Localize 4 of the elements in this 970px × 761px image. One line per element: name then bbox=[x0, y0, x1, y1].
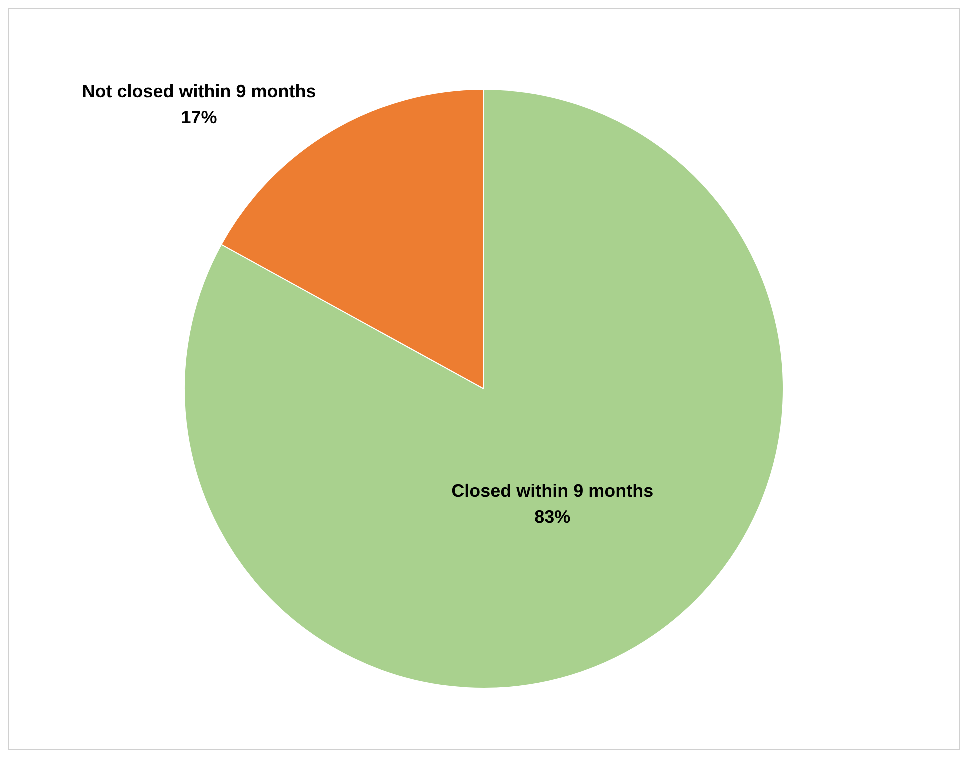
slice-label: Closed within 9 months bbox=[452, 480, 654, 501]
slice-label: Not closed within 9 months bbox=[82, 81, 316, 102]
data-label: 17% bbox=[181, 107, 218, 128]
data-label: 83% bbox=[534, 506, 571, 527]
